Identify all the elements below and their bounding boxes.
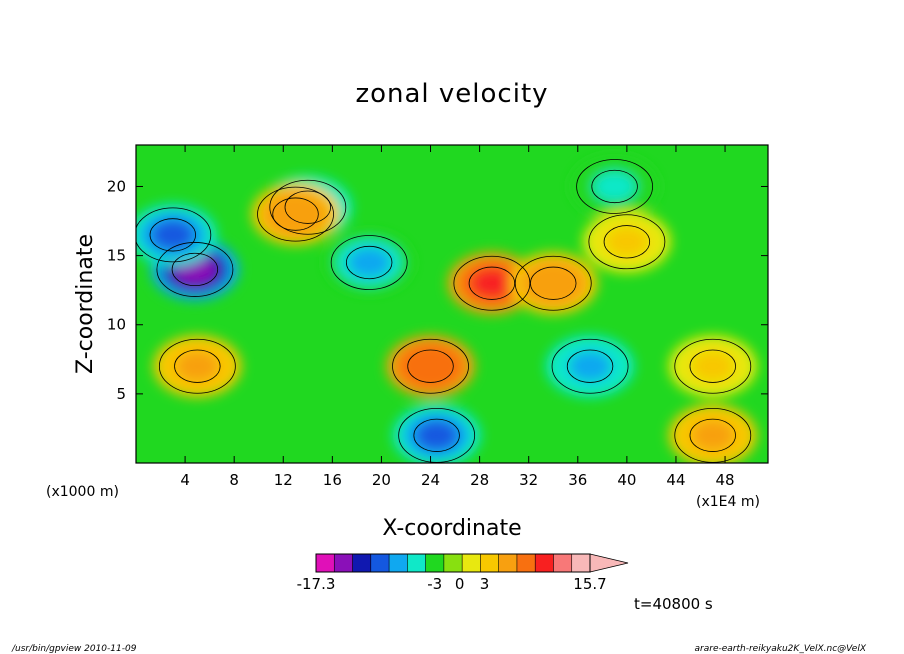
y-tick-label-15: 15 (107, 247, 126, 265)
contour-1-1 (149, 218, 197, 252)
colorbar-swatch-10 (498, 553, 518, 573)
field-feature-5-layer-2 (568, 351, 612, 382)
contour-11-0 (257, 186, 334, 242)
contour-6-1 (591, 169, 638, 204)
y-tick-label-10: 10 (107, 316, 126, 334)
contour-8-0 (453, 255, 531, 311)
contour-0-0 (156, 242, 234, 297)
contour-1-0 (136, 207, 212, 263)
contour-3-0 (330, 235, 408, 290)
contour-12-1 (689, 349, 736, 383)
contour-lines (136, 159, 752, 463)
contour-5-1 (566, 349, 614, 383)
x-tick-label-16: 16 (323, 471, 342, 489)
colorbar-label-2: 0 (455, 575, 465, 593)
contour-9-0 (514, 255, 592, 311)
field-feature-3-layer-2 (347, 247, 391, 278)
field-feature-8-layer-2 (470, 268, 514, 299)
time-label: t=40800 s (634, 595, 713, 613)
field-feature-10-layer-2 (176, 351, 219, 382)
contour-14-1 (603, 225, 651, 259)
contour-3-1 (345, 245, 393, 280)
colorbar-swatch-0 (315, 553, 336, 573)
x-unit-right: (x1E4 m) (696, 494, 760, 510)
colorbar-swatch-5 (407, 553, 427, 573)
contour-8-1 (468, 266, 516, 300)
contour-4-1 (413, 418, 460, 452)
contour-9-1 (530, 266, 577, 300)
field-feature-9-layer-2 (531, 268, 575, 299)
contour-10-1 (174, 349, 221, 383)
x-tick-label-12: 12 (274, 471, 293, 489)
colorbar-label-1: -3 (427, 575, 442, 593)
colorbar-swatch-2 (352, 553, 372, 573)
x-tick-label-40: 40 (617, 471, 636, 489)
colorbar-swatch-7 (443, 553, 463, 573)
colorbar-swatch-12 (534, 553, 555, 573)
y-axis-label: Z-coordinate (73, 234, 98, 374)
contour-7-0 (392, 338, 469, 394)
x-unit-left: (x1000 m) (46, 484, 119, 500)
y-tick-label-5: 5 (116, 385, 126, 403)
x-axis-ticks: 4 8 12 16 20 24 28 32 36 40 44 48 (180, 145, 735, 489)
colorbar-swatch-14 (571, 553, 591, 573)
colorbar-label-0: -17.3 (297, 575, 336, 593)
colorbar-label-3: 3 (480, 575, 490, 593)
x-axis-label: X-coordinate (382, 516, 521, 541)
contour-2-0 (269, 179, 347, 235)
x-tick-label-24: 24 (421, 471, 440, 489)
colorbar-swatch-8 (461, 553, 482, 573)
contour-14-0 (588, 214, 666, 270)
chart-title: zonal velocity (355, 79, 548, 109)
plot-frame (135, 144, 769, 464)
x-tick-label-32: 32 (519, 471, 538, 489)
footer-left: /usr/bin/gpview 2010-11-09 (11, 644, 137, 654)
colorbar-swatch-13 (553, 553, 573, 573)
colorbar-arrow (589, 553, 629, 573)
colorbar-frame (315, 553, 591, 573)
y-tick-label-20: 20 (107, 177, 126, 195)
colorbar-swatch-6 (425, 553, 445, 573)
contour-12-0 (674, 338, 752, 394)
x-tick-label-48: 48 (716, 471, 735, 489)
contour-7-1 (407, 349, 454, 383)
field-feature-4-layer-2 (415, 420, 458, 451)
field-feature-7-layer-2 (409, 351, 452, 382)
colorbar-swatch-3 (370, 553, 390, 573)
colorbar-label-4: 15.7 (573, 575, 606, 593)
velocity-field (136, 155, 757, 463)
field-feature-14-layer-2 (605, 226, 649, 257)
contour-13-1 (689, 418, 736, 452)
contour-13-0 (674, 407, 752, 463)
colorbar-swatch-11 (516, 553, 537, 573)
contour-10-0 (158, 338, 236, 394)
contour-6-0 (576, 159, 654, 214)
field-feature-12-layer-2 (691, 351, 735, 382)
field-feature-1-layer-2 (151, 219, 195, 250)
field-feature-11-layer-2 (274, 199, 317, 230)
colorbar-swatch-9 (480, 553, 500, 573)
colorbar-labels: -17.3 -3 0 3 15.7 (297, 575, 607, 593)
contour-11-1 (272, 197, 319, 231)
contour-5-0 (551, 338, 629, 394)
x-tick-label-44: 44 (666, 471, 685, 489)
footer-right: arare-earth-reikyaku2K_VelX.nc@VelX (695, 644, 867, 654)
x-tick-label-4: 4 (180, 471, 190, 489)
colorbar (315, 553, 629, 573)
x-tick-label-28: 28 (470, 471, 489, 489)
contour-0-1 (171, 252, 219, 287)
colorbar-swatch-1 (333, 553, 354, 573)
field-feature-13-layer-2 (691, 420, 735, 451)
field-feature-6-layer-2 (593, 171, 636, 202)
colorbar-swatch-4 (388, 553, 409, 573)
x-tick-label-8: 8 (229, 471, 239, 489)
contour-2-1 (284, 190, 332, 224)
x-tick-label-20: 20 (372, 471, 391, 489)
x-tick-label-36: 36 (568, 471, 587, 489)
contour-4-0 (398, 407, 476, 463)
y-axis-ticks: 5 10 15 20 (107, 177, 768, 403)
